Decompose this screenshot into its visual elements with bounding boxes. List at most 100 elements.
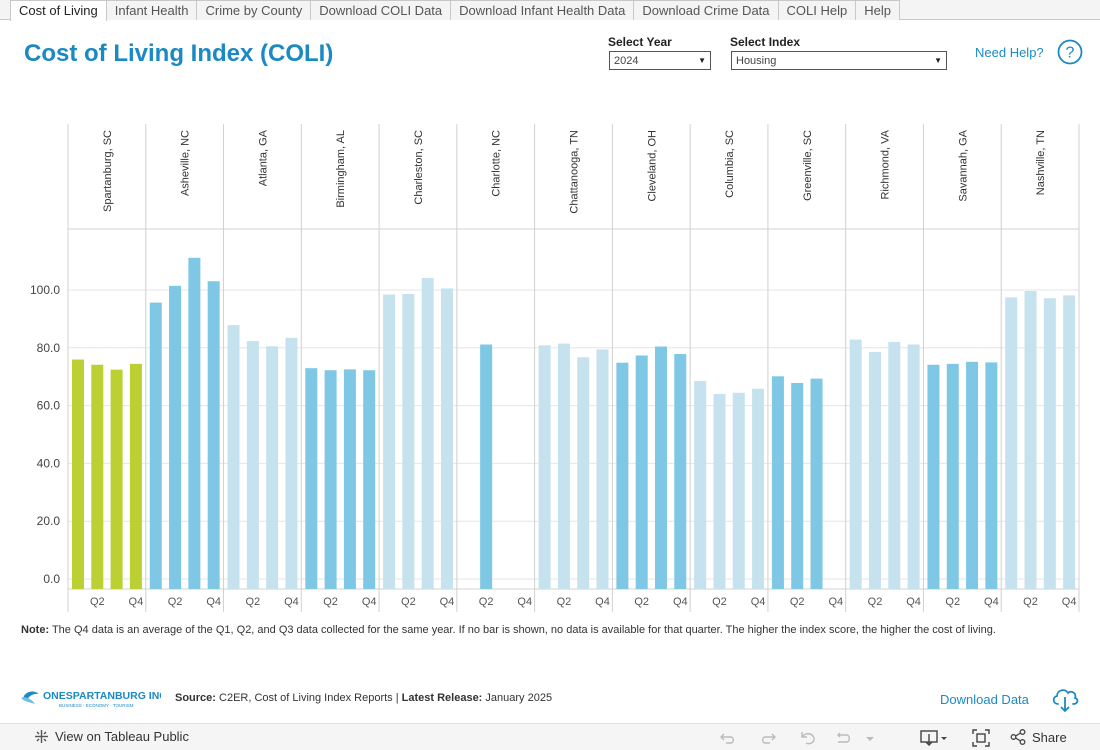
note-prefix: Note: bbox=[21, 624, 50, 636]
bar-3-q4 bbox=[363, 370, 376, 589]
bar-10-q4 bbox=[907, 344, 920, 589]
city-label: Savannah, GA bbox=[957, 129, 969, 201]
index-select-value: Housing bbox=[736, 54, 777, 67]
release-text: January 2025 bbox=[482, 692, 553, 704]
bar-0-q3 bbox=[110, 369, 123, 589]
y-tick-label: 20.0 bbox=[37, 514, 61, 528]
quarter-label: Q4 bbox=[828, 596, 843, 608]
undo-icon[interactable] bbox=[719, 729, 737, 747]
quarter-label: Q2 bbox=[712, 596, 727, 608]
bar-1-q4 bbox=[207, 281, 220, 589]
quarter-label: Q2 bbox=[168, 596, 183, 608]
y-tick-label: 40.0 bbox=[37, 456, 61, 470]
source-line: Source: C2ER, Cost of Living Index Repor… bbox=[175, 692, 552, 704]
tab-cost-of-living[interactable]: Cost of Living bbox=[10, 0, 107, 21]
quarter-label: Q2 bbox=[479, 596, 494, 608]
bar-8-q2 bbox=[713, 393, 726, 589]
city-label: Charleston, SC bbox=[413, 130, 425, 205]
bar-0-q1 bbox=[72, 359, 84, 589]
city-label: Richmond, VA bbox=[880, 129, 892, 199]
year-select-value: 2024 bbox=[614, 54, 639, 67]
index-select-label: Select Index bbox=[730, 35, 801, 49]
city-label: Spartanburg, SC bbox=[102, 130, 114, 212]
bar-12-q3 bbox=[1043, 298, 1056, 589]
cloud-download-icon[interactable] bbox=[1050, 685, 1080, 713]
quarter-label: Q4 bbox=[284, 596, 299, 608]
quarter-label: Q2 bbox=[790, 596, 805, 608]
coli-bar-chart: 0.0 20.0 40.0 60.0 80.0 100.0 Spartanburg, SC Q… bbox=[30, 124, 1080, 612]
quarter-label: Q2 bbox=[1023, 596, 1038, 608]
refresh-icon[interactable] bbox=[834, 729, 852, 747]
bar-3-q1 bbox=[305, 368, 318, 589]
logo-sub-text: BUSINESS · ECONOMY · TOURISM bbox=[59, 703, 134, 708]
chevron-down-icon: ▼ bbox=[698, 56, 706, 65]
bar-4-q1 bbox=[383, 294, 396, 589]
download-menu-icon[interactable] bbox=[920, 729, 950, 747]
bar-9-q1 bbox=[771, 376, 784, 589]
bar-10-q3 bbox=[888, 341, 901, 589]
onespartanburg-logo: ONESPARTANBURG INC. BUSINESS · ECONOMY ·… bbox=[21, 690, 161, 708]
bar-12-q1 bbox=[1005, 297, 1018, 589]
quarter-label: Q4 bbox=[517, 596, 532, 608]
download-data-link[interactable]: Download Data bbox=[940, 692, 1029, 707]
bar-7-q4 bbox=[674, 354, 687, 589]
bar-6-q2 bbox=[557, 343, 570, 589]
chevron-down-icon[interactable] bbox=[864, 729, 876, 747]
view-on-tableau-public[interactable]: View on Tableau Public bbox=[34, 729, 189, 744]
tableau-toolbar: View on Tableau Public Share bbox=[0, 723, 1100, 750]
bar-8-q1 bbox=[694, 380, 707, 589]
revert-icon[interactable] bbox=[799, 729, 817, 747]
bar-11-q4 bbox=[985, 362, 998, 589]
bar-5-q2 bbox=[480, 344, 493, 589]
bar-0-q2 bbox=[91, 364, 104, 589]
source-prefix: Source: bbox=[175, 692, 216, 704]
bar-8-q4 bbox=[752, 388, 765, 589]
quarter-label: Q2 bbox=[557, 596, 572, 608]
index-select[interactable]: Housing ▼ bbox=[731, 51, 947, 70]
bar-3-q3 bbox=[343, 369, 356, 589]
fullscreen-icon[interactable] bbox=[972, 729, 990, 747]
bar-2-q3 bbox=[266, 346, 279, 589]
logo-main-text: ONESPARTANBURG INC. bbox=[43, 690, 161, 702]
y-tick-label: 80.0 bbox=[37, 341, 61, 355]
city-label: Charlotte, NC bbox=[491, 130, 503, 197]
bar-1-q3 bbox=[188, 257, 201, 589]
city-label: Asheville, NC bbox=[180, 130, 192, 196]
y-tick-label: 60.0 bbox=[37, 399, 61, 413]
bar-11-q3 bbox=[966, 361, 979, 589]
tab-coli-help[interactable]: COLI Help bbox=[777, 0, 857, 20]
quarter-label: Q4 bbox=[595, 596, 610, 608]
year-select-label: Select Year bbox=[608, 35, 672, 49]
bar-7-q1 bbox=[616, 362, 629, 589]
year-select[interactable]: 2024 ▼ bbox=[609, 51, 711, 70]
redo-icon[interactable] bbox=[759, 729, 777, 747]
tab-download-crime-data[interactable]: Download Crime Data bbox=[633, 0, 779, 20]
tableau-logo-icon bbox=[35, 730, 48, 743]
quarter-label: Q4 bbox=[906, 596, 921, 608]
share-button[interactable]: Share bbox=[1010, 729, 1067, 745]
tab-infant-health[interactable]: Infant Health bbox=[105, 0, 198, 20]
note-text: The Q4 data is an average of the Q1, Q2,… bbox=[49, 624, 996, 636]
city-label: Nashville, TN bbox=[1035, 130, 1047, 195]
svg-text:?: ? bbox=[1066, 45, 1075, 62]
bar-11-q2 bbox=[946, 363, 959, 589]
tab-download-infant-health-data[interactable]: Download Infant Health Data bbox=[450, 0, 635, 20]
bar-11-q1 bbox=[927, 364, 940, 589]
bar-12-q4 bbox=[1063, 295, 1076, 589]
bar-2-q2 bbox=[246, 341, 259, 589]
tab-help[interactable]: Help bbox=[855, 0, 900, 20]
city-label: Atlanta, GA bbox=[257, 129, 269, 186]
tab-download-coli-data[interactable]: Download COLI Data bbox=[310, 0, 452, 20]
share-label: Share bbox=[1032, 729, 1067, 745]
quarter-label: Q2 bbox=[245, 596, 260, 608]
dashboard-tab-bar: Cost of Living Infant Health Crime by Coun… bbox=[0, 0, 1100, 21]
y-tick-label: 0.0 bbox=[43, 572, 60, 586]
chevron-down-icon: ▼ bbox=[934, 56, 942, 65]
bar-9-q2 bbox=[791, 382, 804, 589]
need-help-link[interactable]: Need Help? bbox=[975, 45, 1044, 60]
bar-10-q1 bbox=[849, 339, 862, 589]
help-circle-icon[interactable]: ? bbox=[1057, 39, 1083, 65]
bar-2-q1 bbox=[227, 325, 240, 589]
quarter-label: Q4 bbox=[362, 596, 377, 608]
tab-crime-by-county[interactable]: Crime by County bbox=[196, 0, 312, 20]
